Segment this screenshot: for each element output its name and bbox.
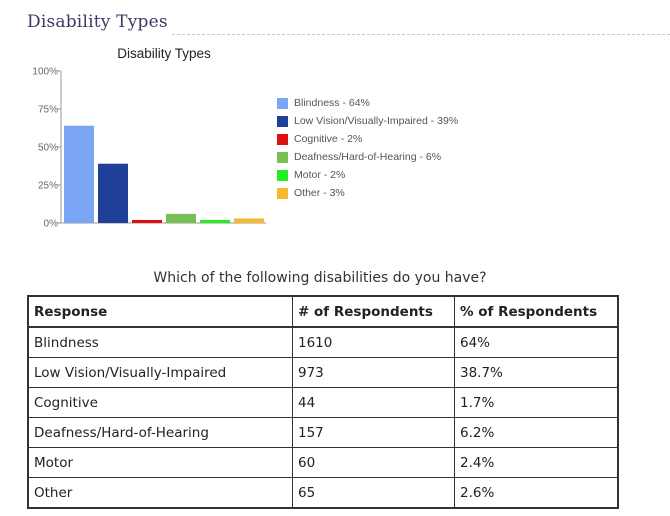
legend-label: Cognitive - 2%: [294, 133, 363, 145]
y-tick-label: 75%: [38, 105, 58, 116]
chart-legend: Blindness - 64% Low Vision/Visually-Impai…: [277, 94, 458, 202]
y-tick-label: 50%: [38, 143, 58, 154]
y-tick-label: 0%: [44, 219, 59, 230]
cell-response: Deafness/Hard-of-Hearing: [27, 417, 293, 448]
legend-label: Deafness/Hard-of-Hearing - 6%: [294, 151, 442, 163]
disability-types-chart: Disability Types 0% 25% 50% 75% 100% Blindne…: [0, 40, 500, 240]
cell-percent: 64%: [454, 326, 619, 358]
header-percent: % of Respondents: [454, 295, 619, 328]
cell-percent: 2.4%: [454, 447, 619, 478]
bar-low-vision-visually-impaired: [98, 163, 128, 223]
header-response: Response: [27, 295, 293, 328]
legend-label: Low Vision/Visually-Impaired - 39%: [294, 115, 459, 127]
cell-percent: 38.7%: [454, 357, 619, 388]
bar-deafness-hard-of-hearing: [166, 213, 196, 223]
cell-response: Cognitive: [27, 387, 293, 418]
table-header-row: Response # of Respondents % of Responden…: [27, 295, 619, 328]
legend-label: Other - 3%: [294, 187, 345, 199]
table-row: Deafness/Hard-of-Hearing 157 6.2%: [27, 417, 619, 448]
section-heading: Disability Types: [27, 12, 168, 32]
cell-count: 157: [292, 417, 455, 448]
legend-swatch: [277, 169, 288, 181]
legend-swatch: [277, 133, 288, 145]
table-row: Other 65 2.6%: [27, 477, 619, 509]
legend-item: Low Vision/Visually-Impaired - 39%: [277, 112, 458, 130]
chart-title: Disability Types: [117, 46, 211, 61]
y-axis: 0% 25% 50% 75% 100%: [32, 67, 266, 230]
cell-percent: 1.7%: [454, 387, 619, 418]
cell-count: 973: [292, 357, 455, 388]
legend-item: Motor - 2%: [277, 166, 458, 184]
table-row: Low Vision/Visually-Impaired 973 38.7%: [27, 357, 619, 388]
bar-motor: [200, 219, 230, 223]
bars: [64, 125, 264, 223]
header-count: # of Respondents: [292, 295, 455, 328]
legend-item: Cognitive - 2%: [277, 130, 458, 148]
legend-item: Other - 3%: [277, 184, 458, 202]
legend-swatch: [277, 115, 288, 127]
cell-response: Motor: [27, 447, 293, 478]
bar-other: [234, 218, 264, 223]
legend-item: Blindness - 64%: [277, 94, 458, 112]
bar-cognitive: [132, 219, 162, 223]
cell-response: Other: [27, 477, 293, 509]
legend-swatch: [277, 97, 288, 109]
heading-divider: [172, 34, 670, 35]
legend-label: Motor - 2%: [294, 169, 346, 181]
bar-blindness: [64, 125, 94, 223]
bar-chart-svg: Disability Types 0% 25% 50% 75% 100%: [32, 46, 266, 230]
legend-item: Deafness/Hard-of-Hearing - 6%: [277, 148, 458, 166]
y-tick-label: 100%: [32, 67, 58, 78]
table-row: Motor 60 2.4%: [27, 447, 619, 478]
cell-count: 60: [292, 447, 455, 478]
cell-percent: 6.2%: [454, 417, 619, 448]
table-row: Blindness 1610 64%: [27, 326, 619, 358]
cell-count: 65: [292, 477, 455, 509]
legend-swatch: [277, 187, 288, 199]
cell-percent: 2.6%: [454, 477, 619, 509]
cell-count: 1610: [292, 326, 455, 358]
respondents-table: Response # of Respondents % of Responden…: [27, 295, 619, 509]
table-caption: Which of the following disabilities do y…: [153, 270, 487, 286]
table-body: Blindness 1610 64% Low Vision/Visually-Impa…: [27, 326, 619, 509]
y-tick-label: 25%: [38, 181, 58, 192]
legend-label: Blindness - 64%: [294, 97, 370, 109]
cell-count: 44: [292, 387, 455, 418]
cell-response: Blindness: [27, 326, 293, 358]
legend-swatch: [277, 151, 288, 163]
cell-response: Low Vision/Visually-Impaired: [27, 357, 293, 388]
table-row: Cognitive 44 1.7%: [27, 387, 619, 418]
